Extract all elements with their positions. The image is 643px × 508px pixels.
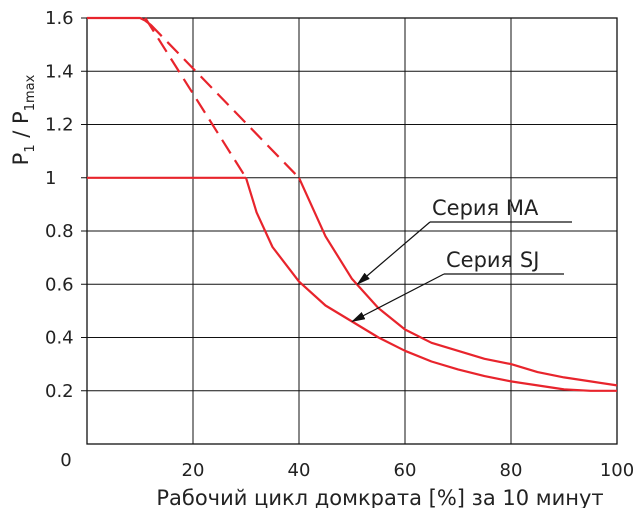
y-tick-label: 0.4 <box>45 328 74 349</box>
series-sj-line-curve <box>244 177 617 392</box>
annotation-label-ma: Серия MA <box>432 196 539 220</box>
y-axis-title-sub2: 1max <box>23 74 38 111</box>
y-axis-title-main: P <box>9 153 33 166</box>
y-tick-label: 1.6 <box>45 8 74 29</box>
series-ma-line-curve <box>297 177 618 387</box>
y-tick-label: 1.4 <box>45 61 74 82</box>
x-axis-title: Рабочий цикл домкрата [%] за 10 минут <box>156 486 603 508</box>
tick-labels: 0 20 40 60 80 100 0.2 0.4 0.6 0.8 1 1.2 1.4 1.6 <box>45 8 634 481</box>
series-sj-line-dashed <box>144 17 247 179</box>
x-tick-label: 20 <box>182 460 205 481</box>
x-tick-label: 80 <box>500 460 523 481</box>
annotation-label-sj: Серия SJ <box>446 248 539 272</box>
x-tick-label: 100 <box>600 460 634 481</box>
grid <box>81 17 618 445</box>
x-tick-label: 60 <box>394 460 417 481</box>
y-tick-label: 0.2 <box>45 381 74 402</box>
y-tick-label: 0.6 <box>45 274 74 295</box>
annotation-arrow-ma <box>356 221 431 285</box>
series-ma-line-flat <box>87 16 152 26</box>
annotation-arrow-sj <box>351 273 445 323</box>
y-tick-label: 1.2 <box>45 115 74 136</box>
y-tick-label: 1 <box>45 168 56 189</box>
y-tick-label: 0.8 <box>45 221 74 242</box>
annotations: Серия MA Серия SJ <box>351 196 572 323</box>
x-tick-label: 0 <box>60 450 71 471</box>
series-ma-line-dashed <box>149 23 300 179</box>
series-layer <box>87 16 618 392</box>
y-axis-title: P1 / P1max <box>9 74 38 165</box>
y-axis-title-sub1: 1 <box>23 144 38 152</box>
y-axis-title-sep: / P <box>9 111 33 144</box>
x-tick-label: 40 <box>288 460 311 481</box>
